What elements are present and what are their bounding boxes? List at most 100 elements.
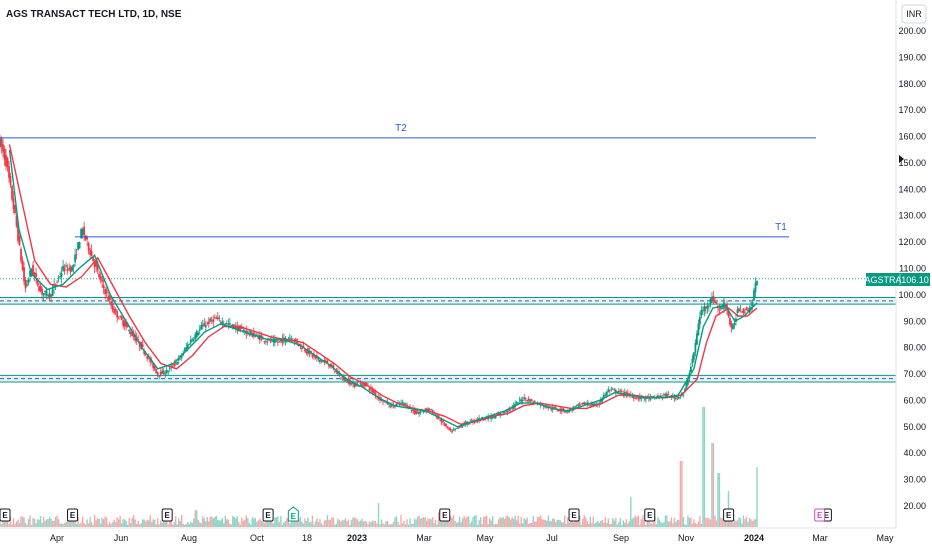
volume-bar (14, 523, 16, 527)
volume-bar (406, 519, 408, 527)
volume-bar (224, 515, 226, 527)
volume-bar (478, 520, 480, 527)
volume-bar (146, 519, 148, 527)
volume-bar (508, 517, 510, 527)
volume-bar (383, 524, 386, 527)
volume-bar (413, 518, 416, 527)
candle-body (5, 154, 7, 167)
candle-body (279, 340, 282, 342)
candle-body (192, 339, 195, 341)
candle-body (434, 413, 437, 415)
volume-bar (259, 518, 261, 527)
candle-body (69, 266, 72, 272)
volume-bar (166, 518, 168, 527)
candle-body (126, 325, 129, 328)
candle-body (224, 323, 227, 325)
volume-bar (615, 517, 617, 527)
earnings-icon[interactable]: E (723, 508, 735, 522)
volume-bar (275, 517, 278, 527)
earnings-icon[interactable]: E (262, 508, 274, 522)
candle-body (569, 408, 572, 410)
volume-bar (344, 518, 347, 527)
candle-body (350, 382, 353, 384)
candle-body (328, 365, 330, 367)
volume-bar (700, 523, 703, 527)
volume-bar (717, 473, 719, 527)
volume-bar (416, 516, 419, 527)
candle-body (20, 248, 22, 261)
candle-body (29, 270, 31, 277)
volume-bar (494, 523, 497, 527)
volume-bar (256, 521, 258, 527)
candle-body (454, 428, 457, 430)
y-tick-label: 90.00 (903, 316, 926, 326)
candle-body (691, 359, 694, 364)
volume-bar (308, 522, 311, 527)
volume-bar (705, 517, 707, 527)
candle-body (198, 328, 201, 331)
volume-bar (496, 524, 498, 527)
y-tick-label: 30.00 (903, 475, 926, 485)
earnings-icon-label: E (2, 511, 8, 520)
future-earnings-icon[interactable]: E (814, 508, 826, 522)
earnings-icon[interactable]: E (439, 508, 451, 522)
candle-body (581, 402, 584, 404)
candle-body (425, 408, 428, 411)
volume-bar (211, 516, 213, 527)
candle-body (87, 243, 90, 251)
earnings-icon[interactable]: E (568, 508, 580, 522)
volume-bar (200, 523, 202, 527)
volume-bar (269, 516, 272, 527)
volume-bar (105, 517, 108, 527)
candle-body (2, 144, 4, 152)
volume-bar (425, 520, 428, 527)
candle-body (239, 326, 242, 330)
volume-bar (178, 518, 180, 527)
volume-bar (289, 523, 291, 527)
price-scale-arrow-icon[interactable] (899, 155, 904, 163)
candle-body (753, 290, 755, 301)
volume-bar (304, 518, 306, 527)
volume-bar (90, 522, 93, 527)
volume-bar (732, 522, 734, 527)
candle-body (96, 264, 99, 271)
earnings-icon[interactable]: E (67, 508, 79, 522)
candle-body (557, 410, 560, 412)
volume-bar (410, 523, 413, 527)
candle-body (27, 279, 30, 283)
candle-body (296, 340, 299, 345)
volume-bar (726, 516, 728, 527)
volume-bar (607, 518, 610, 527)
candle-body (35, 273, 37, 278)
candle-body (0, 137, 1, 148)
moving-average-fast[interactable] (8, 149, 758, 428)
volume-bar (311, 515, 314, 527)
volume-bar (397, 521, 399, 527)
candle-body (290, 338, 293, 340)
candle-body (194, 334, 197, 340)
candle-body (281, 338, 284, 344)
volume-bar (265, 520, 267, 527)
candle-body (690, 366, 692, 372)
y-tick-label: 100.00 (898, 290, 926, 300)
earnings-icon[interactable]: E (644, 508, 656, 522)
volume-bar (212, 518, 214, 527)
volume-bar (678, 520, 680, 527)
volume-bar (44, 520, 46, 527)
candle-body (720, 306, 722, 309)
volume-bar (451, 517, 453, 527)
volume-bar (98, 518, 100, 527)
candle-body (349, 381, 351, 385)
earnings-icon[interactable]: E (161, 508, 173, 522)
price-badge-value: 106.10 (901, 275, 929, 285)
candle-body (442, 421, 444, 422)
volume-bar (473, 515, 476, 527)
earnings-icon[interactable]: E (0, 508, 11, 522)
target-label-t2: T2 (395, 123, 407, 134)
currency-button[interactable]: INR (901, 4, 927, 24)
volume-bar (9, 516, 12, 527)
volume-bar (715, 520, 718, 527)
volume-bar (712, 443, 715, 527)
dividend-icon[interactable]: E (287, 506, 299, 522)
